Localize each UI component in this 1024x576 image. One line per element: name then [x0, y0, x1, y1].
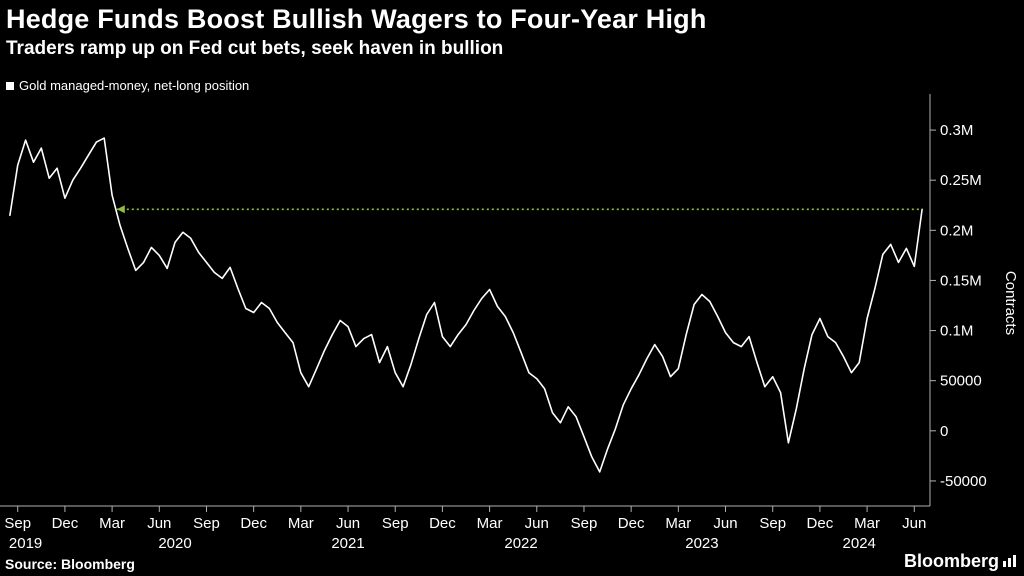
chart-subtitle: Traders ramp up on Fed cut bets, seek ha… — [6, 38, 504, 59]
y-tick-label: 0 — [940, 423, 948, 440]
y-tick-label: 0.2M — [940, 222, 973, 239]
y-tick-label: 0.25M — [940, 172, 982, 189]
data-line — [9, 137, 923, 473]
y-tick-label: 0.15M — [940, 272, 982, 289]
x-tick-label: Mar — [854, 515, 880, 532]
legend: Gold managed-money, net-long position — [6, 78, 249, 93]
bloomberg-logo: Bloomberg — [904, 551, 1016, 572]
y-axis-title: Contracts — [1002, 271, 1019, 335]
x-year-label: 2020 — [158, 535, 191, 552]
x-tick-label: Jun — [902, 515, 926, 532]
x-tick-label: Mar — [288, 515, 314, 532]
x-tick-label: Sep — [759, 515, 786, 532]
x-tick-label: Sep — [193, 515, 220, 532]
bar-chart-icon — [1003, 551, 1016, 572]
y-tick-label: 0.1M — [940, 323, 973, 340]
x-tick-label: Dec — [52, 515, 79, 532]
x-year-label: 2022 — [504, 535, 537, 552]
x-tick-label: Sep — [382, 515, 409, 532]
x-year-label: 2024 — [843, 535, 876, 552]
y-tick-label: -50000 — [940, 473, 987, 490]
chart-title: Hedge Funds Boost Bullish Wagers to Four… — [6, 4, 707, 34]
x-year-label: 2021 — [331, 535, 364, 552]
y-tick-label: 0.3M — [940, 122, 973, 139]
x-year-label: 2023 — [685, 535, 718, 552]
x-tick-label: Dec — [429, 515, 456, 532]
x-tick-label: Sep — [571, 515, 598, 532]
x-tick-label: Mar — [477, 515, 503, 532]
x-tick-label: Jun — [147, 515, 171, 532]
x-tick-label: Mar — [665, 515, 691, 532]
x-tick-label: Dec — [807, 515, 834, 532]
legend-marker-icon — [6, 81, 14, 90]
reference-arrow-icon — [116, 205, 125, 214]
bloomberg-logo-text: Bloomberg — [903, 551, 999, 571]
x-tick-label: Dec — [240, 515, 267, 532]
legend-label: Gold managed-money, net-long position — [19, 78, 250, 93]
x-tick-label: Dec — [618, 515, 645, 532]
y-tick-label: 50000 — [940, 373, 982, 390]
x-tick-label: Jun — [525, 515, 549, 532]
x-tick-label: Jun — [713, 515, 737, 532]
x-tick-label: Jun — [336, 515, 360, 532]
source-label: Source: Bloomberg — [5, 556, 135, 572]
x-tick-label: Mar — [99, 515, 125, 532]
x-year-label: 2019 — [9, 535, 42, 552]
x-tick-label: Sep — [4, 515, 31, 532]
